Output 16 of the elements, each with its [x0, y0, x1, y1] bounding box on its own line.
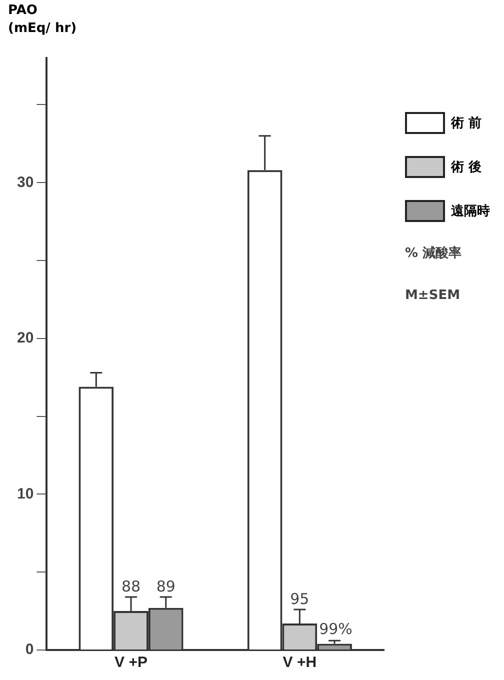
annotation: 95 — [290, 590, 310, 608]
y-tick-label: 0 — [25, 641, 34, 658]
text: % 減酸率 — [405, 244, 463, 263]
y-tick-label: 30 — [16, 174, 34, 191]
legend-label: 術 後 — [451, 159, 482, 176]
text: 術 前 — [451, 115, 482, 132]
x-tick-label: V +H — [282, 654, 317, 672]
y-tick-label: 20 — [16, 330, 34, 347]
y-tick-label: 10 — [16, 485, 34, 502]
x-tick-label: V +P — [114, 654, 148, 672]
y-axis-title: PAO (mEq/ hr) — [8, 2, 77, 38]
annotation: 88 — [121, 577, 141, 596]
annotation: 89 — [156, 577, 176, 596]
text: M±SEM — [405, 288, 462, 305]
legend-label: 遠隔時 — [451, 203, 490, 220]
annotation: 99% — [319, 620, 352, 638]
